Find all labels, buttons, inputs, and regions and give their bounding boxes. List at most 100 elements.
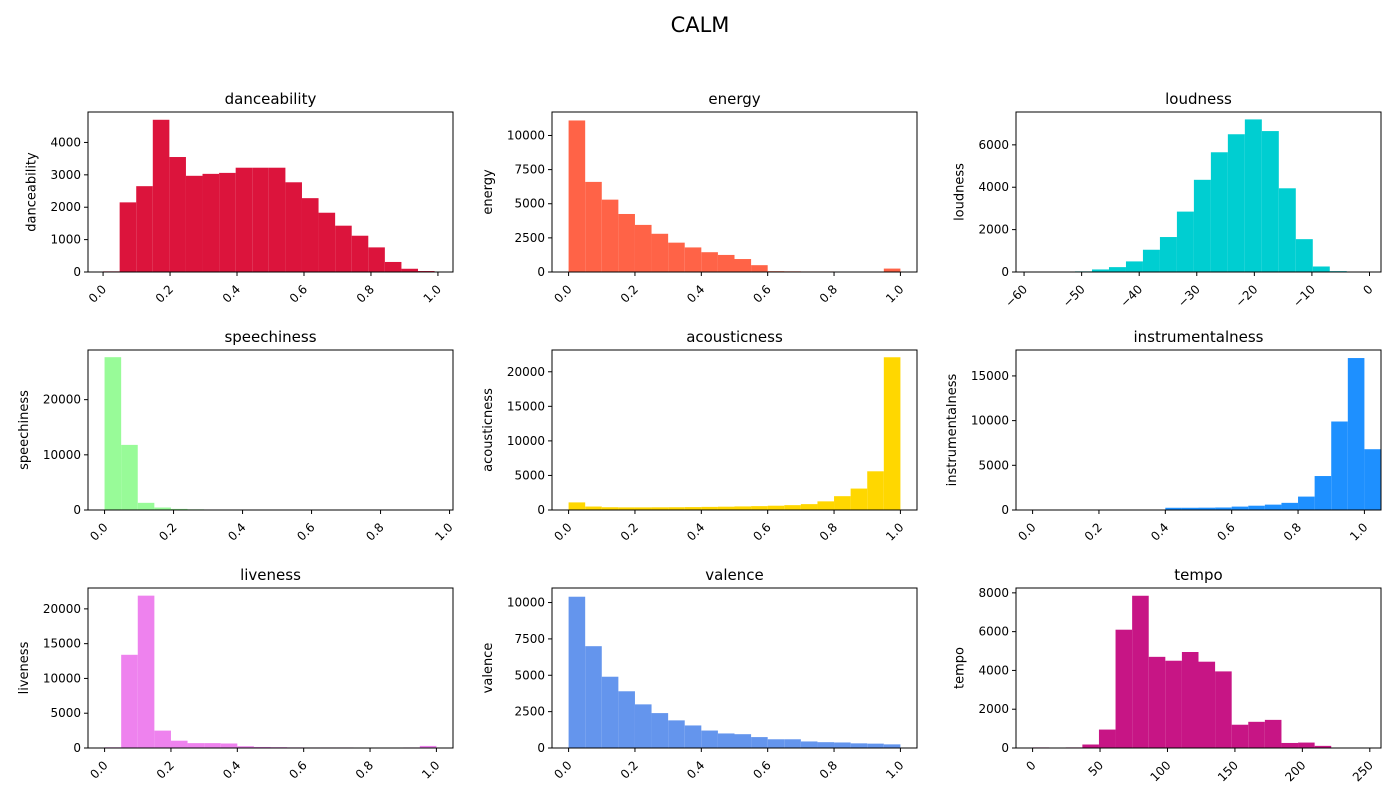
histogram-bar — [800, 504, 818, 510]
histogram-bar — [219, 172, 236, 272]
y-tick-label: 2500 — [514, 231, 545, 245]
histogram-bar — [668, 507, 685, 510]
histogram-bar — [751, 506, 768, 510]
bars — [568, 120, 901, 272]
histogram-bar — [651, 507, 669, 510]
histogram-bar — [1312, 266, 1330, 272]
y-tick-label: 5000 — [514, 468, 545, 482]
histogram-bar — [1295, 239, 1313, 272]
histogram-bar — [154, 507, 171, 510]
histogram-bar — [104, 357, 122, 510]
histogram-bar — [121, 654, 138, 748]
subplot-title: instrumentalness — [1134, 328, 1264, 346]
histogram-bar — [701, 506, 718, 510]
histogram-bar — [1198, 507, 1216, 510]
histogram-bar — [351, 235, 369, 272]
y-tick-label: 1000 — [50, 233, 81, 247]
histogram-bar — [734, 259, 752, 272]
histogram-bar — [883, 357, 901, 510]
axes-frame — [1015, 349, 1382, 511]
y-axis-label: valence — [481, 643, 496, 694]
axes-frame — [1015, 587, 1382, 749]
histogram-bar — [1142, 249, 1160, 272]
subplot-danceability: 0.0 0.2 0.4 0.6 0.8 1.001000200030004000dance… — [25, 90, 454, 306]
y-axis-label: liveness — [17, 641, 32, 694]
y-tick-label: 10000 — [507, 596, 545, 610]
bars — [103, 119, 435, 272]
y-tick-label: 4000 — [50, 135, 81, 149]
histogram-bar — [834, 496, 851, 510]
y-tick-label: 6000 — [978, 138, 1009, 152]
histogram-bar — [1210, 152, 1228, 272]
histogram-bar — [1108, 267, 1126, 272]
histogram-bar — [717, 254, 735, 272]
y-tick-label: 10000 — [43, 671, 81, 685]
histogram-bar — [170, 508, 188, 510]
histogram-bar — [1132, 595, 1149, 748]
histogram-bar — [1159, 237, 1177, 272]
y-tick-label: 7500 — [514, 163, 545, 177]
y-axis-label: speechiness — [17, 390, 32, 470]
histogram-bar — [121, 444, 138, 510]
histogram-bar — [419, 745, 437, 748]
histogram-bar — [335, 225, 352, 272]
y-tick-label: 0 — [537, 265, 545, 279]
y-tick-label: 2000 — [978, 702, 1009, 716]
histogram-bar — [585, 646, 602, 748]
histogram-bar — [1165, 507, 1182, 510]
histogram-bar — [1215, 507, 1232, 510]
histogram-bar — [137, 595, 155, 748]
axes-frame — [551, 349, 918, 511]
histogram-bar — [850, 488, 868, 510]
axes-frame — [87, 349, 454, 511]
axes-frame — [87, 111, 454, 273]
histogram-bar — [1165, 660, 1182, 748]
y-tick-label: 0 — [1001, 503, 1009, 517]
histogram-bar — [601, 676, 619, 748]
histogram-bar — [301, 198, 319, 272]
histogram-bar — [268, 167, 286, 272]
histogram-bar — [1125, 261, 1143, 272]
y-tick-label: 7500 — [514, 632, 545, 646]
histogram-bar — [684, 507, 702, 510]
histogram-bar — [252, 167, 269, 272]
histogram-bar — [668, 720, 685, 748]
y-tick-label: 10000 — [43, 448, 81, 462]
histogram-bar — [204, 743, 221, 748]
subplot-title: loudness — [1165, 90, 1232, 108]
y-tick-label: 20000 — [43, 393, 81, 407]
histogram-bar — [1091, 269, 1109, 272]
subplot-tempo: 0 50 100 150 200 25002000400060008000tempotem… — [953, 566, 1382, 784]
histogram-bar — [585, 506, 602, 510]
histogram-bar — [668, 242, 685, 272]
axes-frame — [551, 587, 918, 749]
y-tick-label: 15000 — [507, 399, 545, 413]
histogram-bar — [1347, 358, 1365, 510]
subplot-title: danceability — [225, 90, 317, 108]
histogram-bar — [767, 739, 785, 748]
bars — [568, 596, 901, 748]
histogram-bar — [817, 742, 835, 748]
y-tick-label: 10000 — [507, 434, 545, 448]
histogram-bar — [154, 730, 171, 748]
histogram-bar — [1215, 671, 1232, 748]
y-axis-label: acousticness — [481, 388, 496, 472]
y-tick-label: 15000 — [43, 637, 81, 651]
histogram-bar — [1298, 742, 1315, 748]
histogram-bar — [368, 247, 385, 272]
figure-title: CALM — [671, 13, 730, 37]
y-tick-label: 0 — [73, 265, 81, 279]
histogram-bar — [1364, 449, 1381, 510]
y-axis-label: tempo — [953, 647, 968, 689]
histogram-bar — [152, 119, 170, 272]
axes-frame — [551, 111, 918, 273]
histogram-bar — [1248, 721, 1265, 748]
y-axis-label: instrumentalness — [945, 373, 960, 486]
histogram-bar — [717, 506, 735, 510]
bars — [1032, 595, 1365, 748]
histogram-bar — [1098, 729, 1116, 748]
histogram-bar — [883, 744, 901, 748]
histogram-bar — [800, 741, 818, 748]
subplot-valence: 0.0 0.2 0.4 0.6 0.8 1.0025005000750010000vale… — [481, 566, 918, 782]
histogram-bar — [634, 507, 652, 510]
